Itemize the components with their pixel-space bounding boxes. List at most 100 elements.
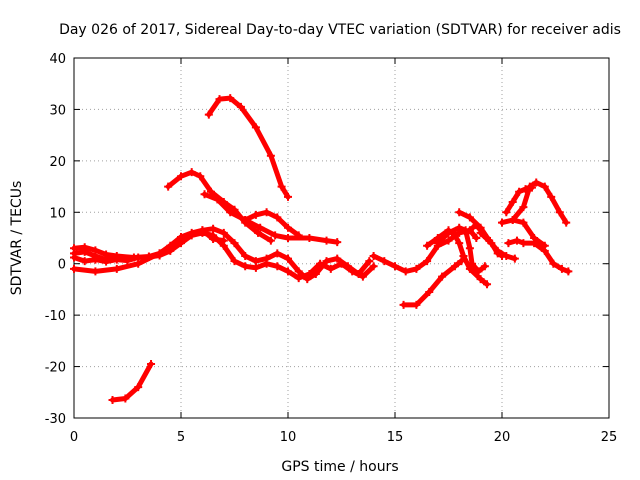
- data-series: [70, 94, 573, 404]
- data-point: [80, 257, 89, 266]
- data-point: [273, 249, 282, 258]
- y-tick-label: -30: [45, 412, 66, 427]
- data-point: [134, 259, 143, 268]
- data-point: [251, 257, 260, 266]
- series-line: [71, 226, 372, 282]
- data-point: [540, 182, 549, 191]
- data-point: [465, 244, 474, 253]
- data-point: [219, 236, 228, 245]
- data-point: [423, 241, 432, 250]
- data-point: [391, 262, 399, 271]
- series-track-17: [476, 228, 506, 260]
- y-tick-label: 10: [49, 206, 66, 221]
- series-track-20: [508, 216, 549, 250]
- data-point: [277, 182, 286, 191]
- data-point: [521, 185, 530, 194]
- data-point: [112, 253, 121, 262]
- data-point: [241, 216, 250, 224]
- data-point: [498, 252, 506, 260]
- data-point: [564, 267, 573, 276]
- data-point: [108, 396, 117, 404]
- axis-ticks: 0 5 10 15 20 25 -30 -20 -10 0 10 20 30 40: [45, 52, 618, 445]
- series-line: [202, 191, 340, 245]
- series-track-13: [423, 226, 492, 289]
- y-tick-label: 0: [58, 258, 66, 273]
- data-point: [266, 151, 275, 160]
- data-point: [493, 249, 502, 258]
- data-point: [262, 259, 271, 268]
- data-point: [512, 236, 521, 245]
- data-point: [510, 254, 519, 263]
- series-track-5: [241, 208, 303, 240]
- data-point: [284, 267, 292, 276]
- data-point: [294, 267, 303, 276]
- data-point: [198, 226, 207, 235]
- series-line: [510, 217, 548, 249]
- data-point: [472, 221, 481, 230]
- y-tick-label: 20: [49, 155, 66, 170]
- x-tick-label: 20: [494, 430, 511, 445]
- data-point: [322, 257, 331, 266]
- data-point: [121, 394, 130, 403]
- data-point: [380, 257, 389, 266]
- data-point: [519, 218, 528, 227]
- series-line: [110, 361, 154, 403]
- x-tick-label: 10: [280, 430, 297, 445]
- data-point: [209, 235, 218, 244]
- data-point: [401, 267, 410, 276]
- data-point: [271, 231, 280, 240]
- data-point: [472, 234, 481, 242]
- data-point: [480, 262, 489, 271]
- data-point: [284, 254, 292, 263]
- data-point: [200, 190, 209, 199]
- data-point: [209, 224, 218, 233]
- data-point: [459, 252, 468, 260]
- plot-frame: [73, 57, 610, 419]
- data-point: [284, 234, 292, 242]
- data-point: [540, 241, 549, 250]
- series-track-18: [502, 183, 536, 217]
- data-point: [226, 94, 235, 103]
- series-track-4: [200, 190, 342, 247]
- data-point: [70, 264, 78, 273]
- data-point: [322, 236, 331, 245]
- data-point: [305, 270, 314, 278]
- series-track-9: [70, 247, 121, 264]
- data-point: [504, 239, 513, 248]
- data-point: [549, 259, 558, 268]
- data-point: [508, 198, 517, 206]
- data-point: [450, 231, 459, 240]
- y-tick-label: 40: [49, 52, 66, 67]
- data-point: [177, 172, 185, 181]
- data-point: [251, 210, 260, 219]
- data-point: [177, 234, 185, 242]
- data-point: [515, 187, 524, 196]
- data-point: [527, 183, 536, 192]
- data-point: [305, 234, 314, 242]
- series-track-11: [399, 257, 466, 309]
- data-point: [147, 360, 156, 368]
- data-point: [438, 272, 447, 281]
- data-point: [555, 208, 564, 217]
- data-point: [204, 110, 213, 119]
- data-point: [187, 168, 196, 177]
- data-point: [155, 249, 164, 258]
- chart-title: Day 026 of 2017, Sidereal Day-to-day VTE…: [59, 22, 621, 38]
- data-point: [365, 257, 374, 266]
- data-point: [476, 275, 485, 284]
- data-point: [498, 218, 506, 227]
- data-point: [455, 223, 464, 232]
- data-point: [251, 263, 260, 272]
- data-point: [123, 256, 132, 265]
- data-point: [348, 267, 357, 276]
- data-point: [326, 264, 335, 273]
- series-line: [505, 238, 571, 274]
- data-point: [425, 288, 434, 296]
- data-point: [196, 172, 205, 181]
- data-point: [294, 231, 303, 240]
- data-point: [557, 264, 566, 273]
- data-point: [241, 262, 250, 271]
- data-point: [134, 383, 143, 392]
- data-point: [230, 257, 239, 266]
